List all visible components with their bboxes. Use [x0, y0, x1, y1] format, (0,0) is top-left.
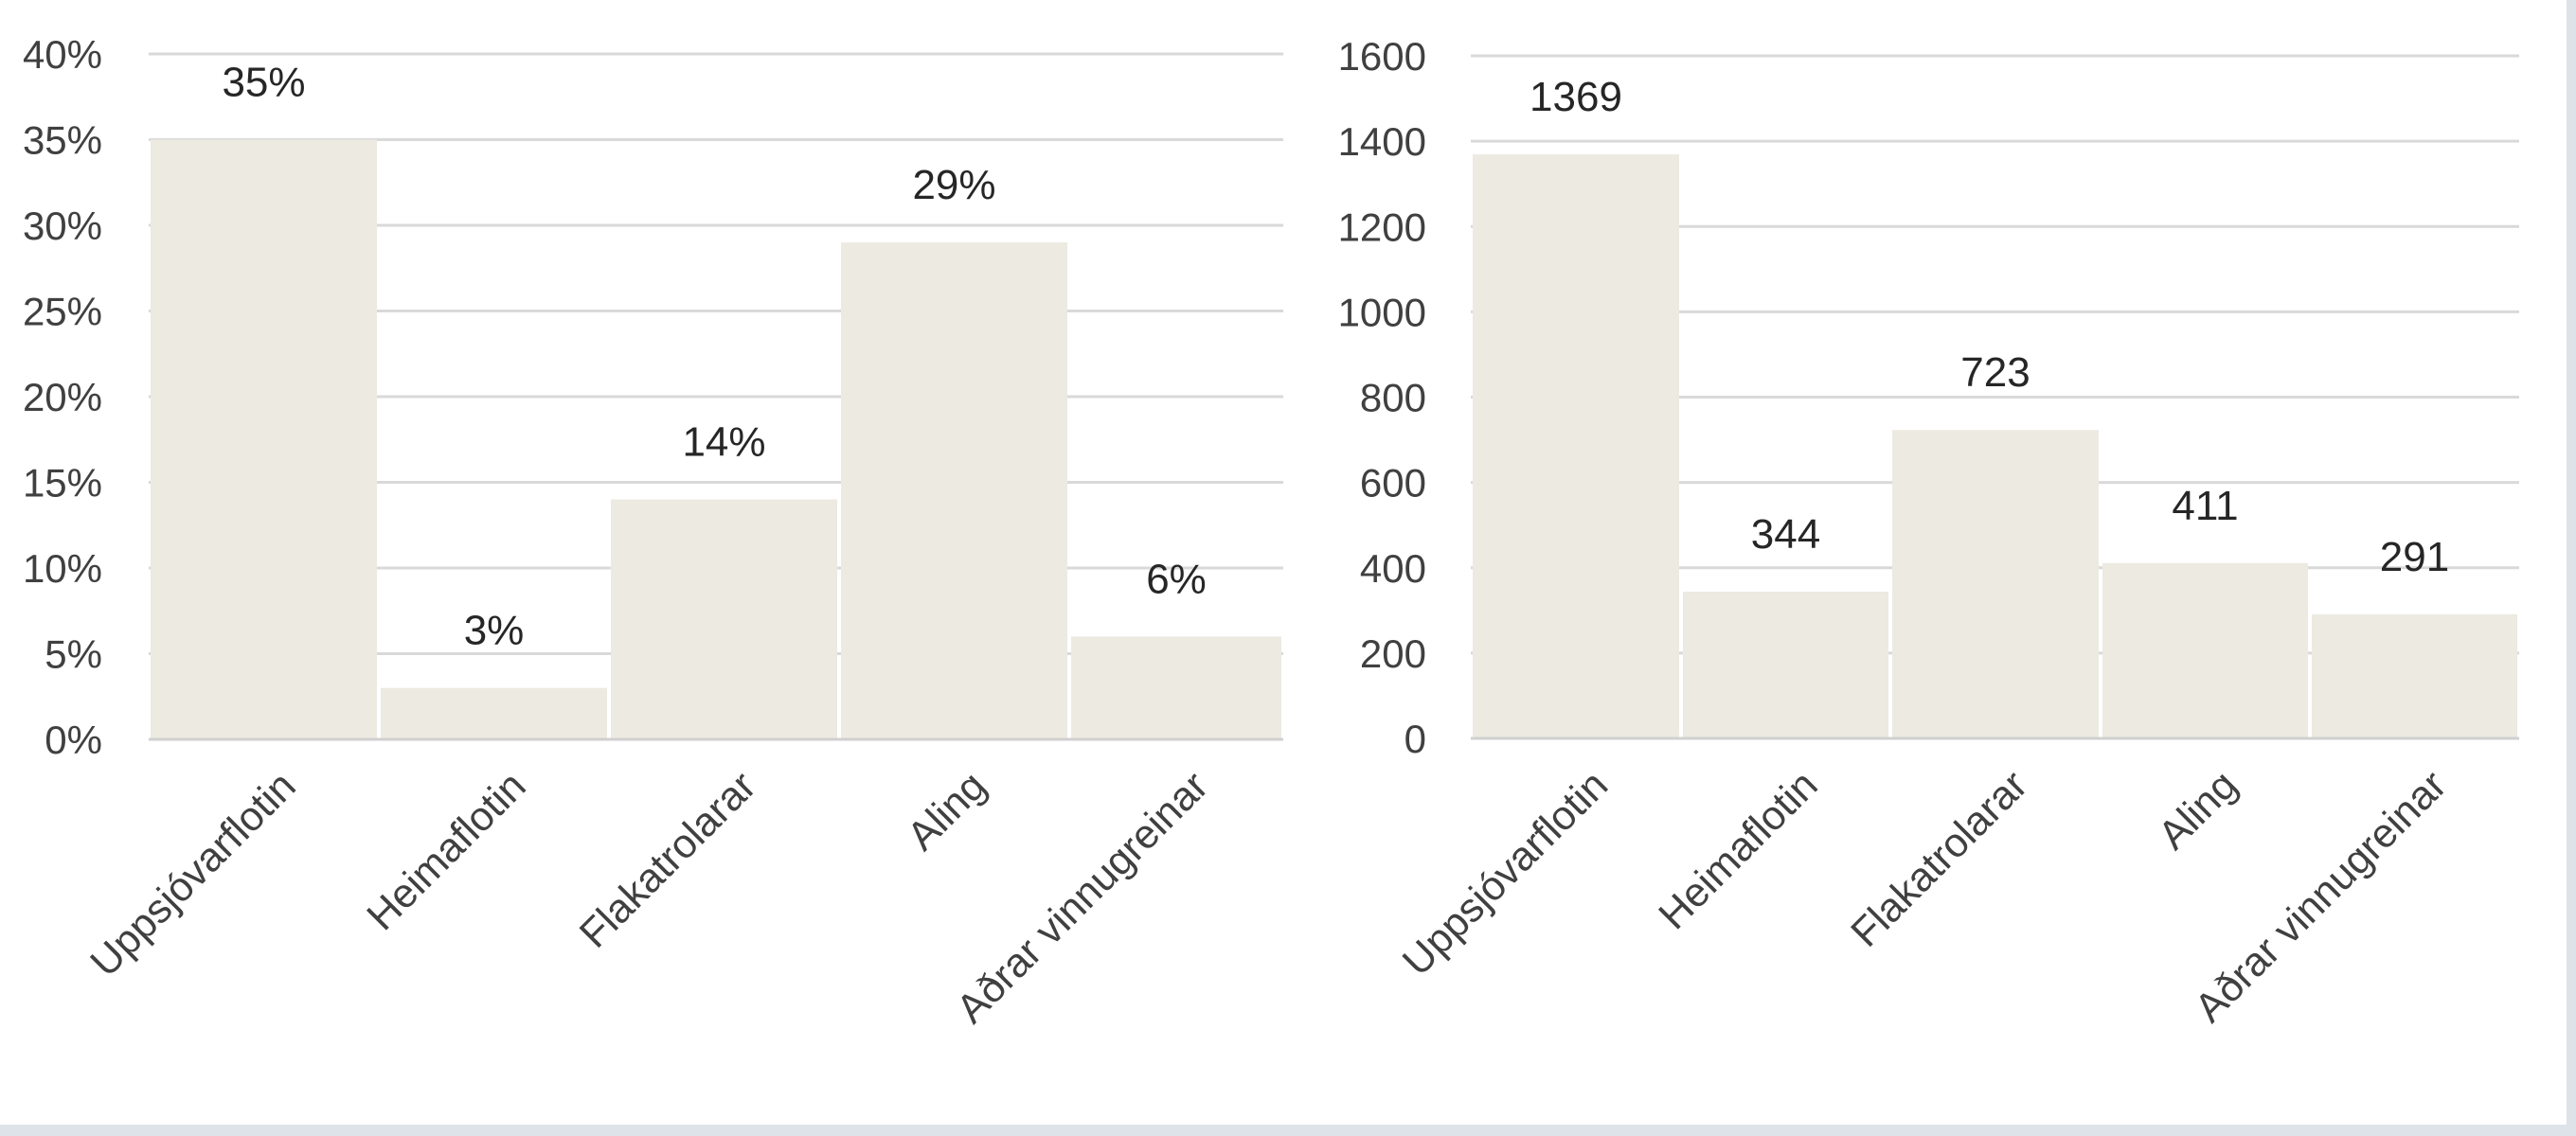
bar: [2102, 562, 2308, 738]
y-tick-label: 20%: [23, 375, 102, 419]
bar: [2312, 613, 2517, 738]
data-label: 723: [1960, 349, 2030, 396]
y-tick-label: 35%: [23, 118, 102, 163]
y-tick-label: 15%: [23, 461, 102, 506]
y-tick-label: 1400: [1338, 119, 1426, 164]
category-label: Aling: [2150, 762, 2246, 859]
bar: [1892, 430, 2099, 738]
bar: [1473, 154, 1679, 739]
y-tick-label: 1600: [1338, 34, 1426, 79]
y-tick-label: 1000: [1338, 290, 1426, 334]
data-label: 35%: [222, 60, 305, 106]
data-label: 411: [2172, 483, 2238, 529]
data-label: 344: [1751, 511, 1820, 558]
category-label: Flakatrolarar: [1842, 762, 2036, 956]
data-label: 29%: [912, 162, 995, 208]
bar: [611, 499, 837, 739]
y-tick-label: 0: [1404, 717, 1426, 761]
y-tick-label: 30%: [23, 204, 102, 248]
category-label: Heimaflotin: [1651, 762, 1827, 938]
bar: [381, 687, 607, 739]
y-tick-label: 800: [1360, 376, 1426, 420]
y-tick-label: 0%: [45, 718, 102, 762]
bar: [1071, 636, 1281, 739]
y-tick-label: 400: [1360, 546, 1426, 591]
category-label: Uppsjóvarflotin: [82, 763, 305, 985]
data-label: 291: [2380, 534, 2449, 580]
y-tick-label: 600: [1360, 461, 1426, 506]
data-label: 3%: [464, 608, 525, 654]
y-tick-label: 1200: [1338, 204, 1426, 249]
data-label: 1369: [1530, 74, 1622, 120]
category-label: Aling: [899, 763, 995, 860]
bar: [1683, 591, 1888, 738]
category-label: Flakatrolarar: [571, 763, 765, 957]
y-tick-label: 200: [1360, 631, 1426, 676]
y-tick-label: 10%: [23, 546, 102, 591]
data-label: 14%: [682, 419, 765, 466]
y-tick-label: 25%: [23, 290, 102, 334]
data-label: 6%: [1146, 556, 1207, 602]
y-tick-label: 40%: [23, 32, 102, 77]
category-label: Uppsjóvarflotin: [1394, 762, 1617, 985]
bar: [841, 242, 1067, 740]
category-label: Heimaflotin: [359, 763, 535, 939]
y-tick-label: 5%: [45, 632, 102, 677]
bar: [151, 139, 377, 739]
count-bar-chart: 0 200 400 600 800 1000 1200 1400 1600 1369 Uppsjóv…: [1338, 34, 2519, 1031]
category-label: Aðrar vinnugreinar: [948, 763, 1217, 1032]
percent-bar-chart: 0% 5% 10% 15% 20% 25% 30% 35% 40% 35% Uppsjóvarflo…: [23, 32, 1283, 1032]
